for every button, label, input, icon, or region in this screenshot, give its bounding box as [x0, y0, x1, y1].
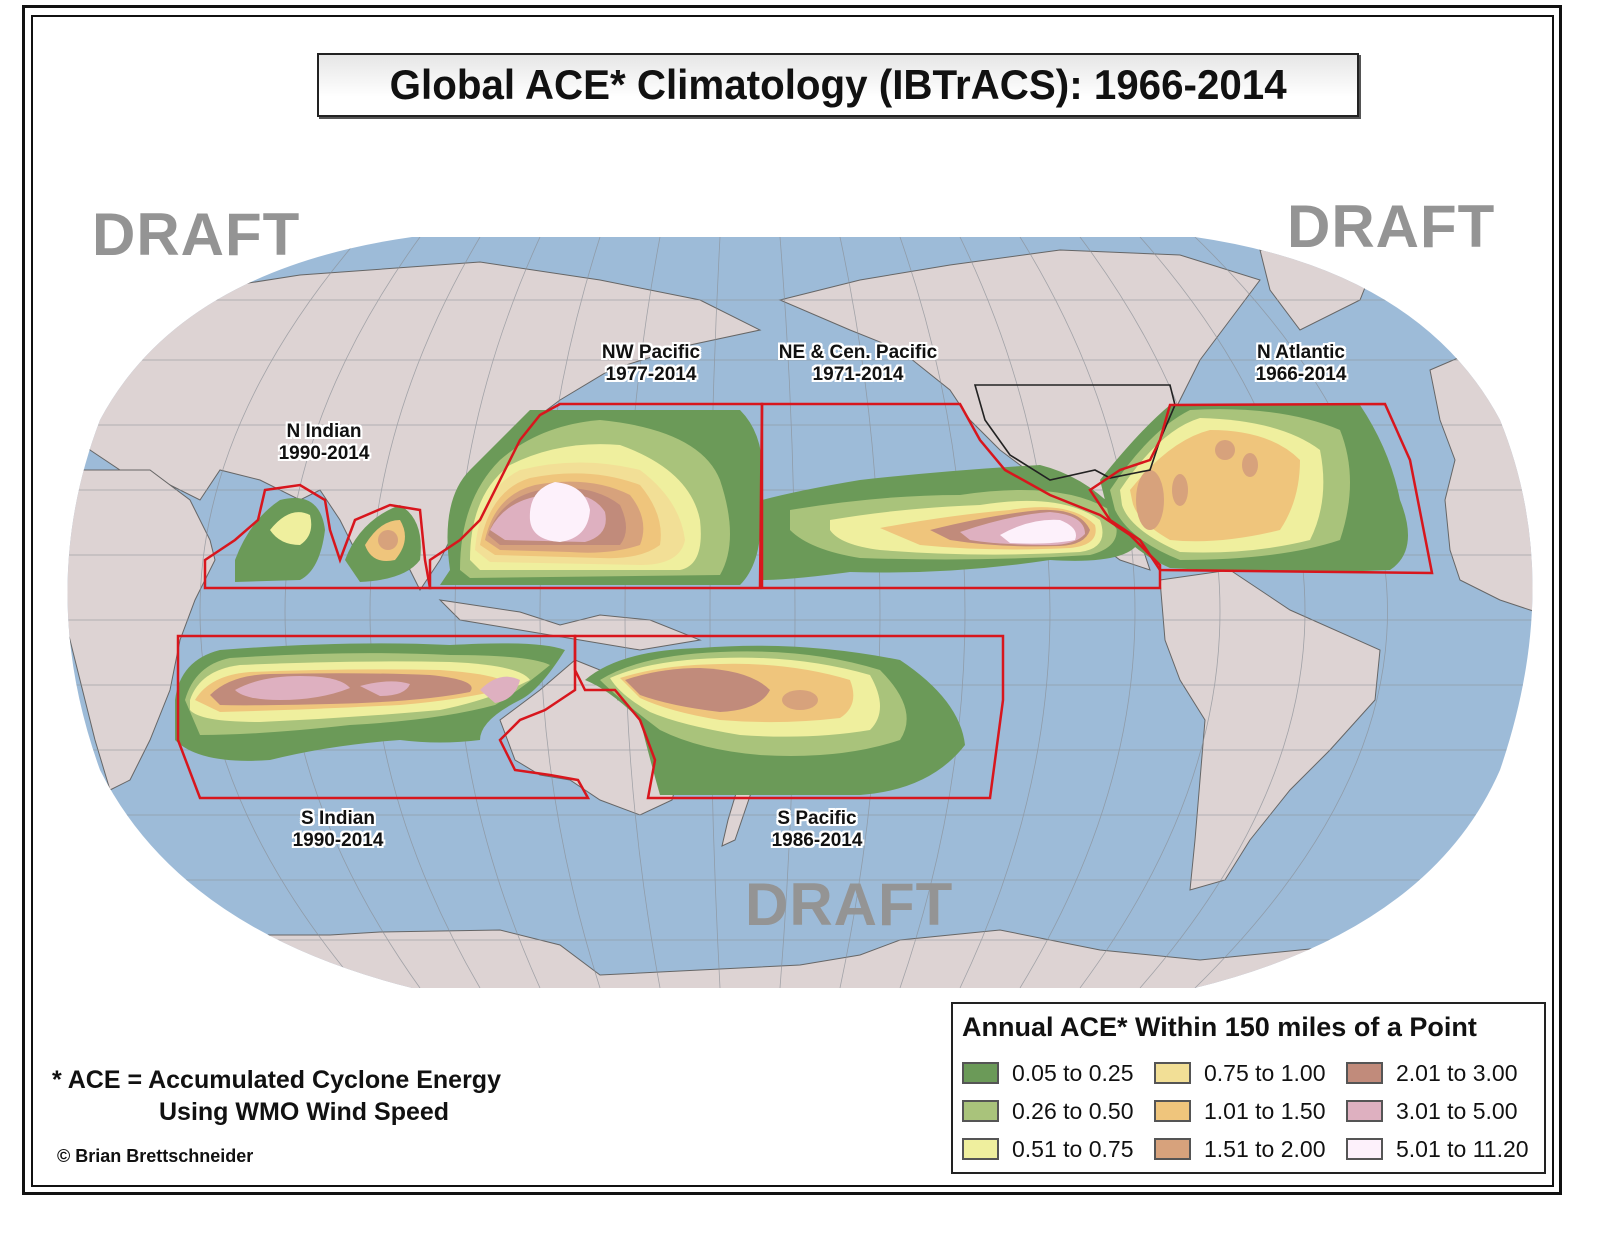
heat-n-atlantic	[1100, 405, 1408, 573]
legend-swatch	[962, 1062, 999, 1084]
legend-swatch	[1154, 1138, 1191, 1160]
region-years: 1966-2014	[1255, 364, 1347, 385]
region-label-ne-pacific: NE & Cen. Pacific 1971-2014	[779, 342, 937, 386]
legend: Annual ACE* Within 150 miles of a Point …	[951, 1002, 1546, 1174]
legend-item: 1.51 to 2.00	[1154, 1136, 1346, 1162]
region-name: S Indian	[301, 808, 375, 829]
legend-swatch	[1346, 1062, 1383, 1084]
region-label-s-indian: S Indian 1990-2014	[293, 808, 384, 852]
region-years: 1986-2014	[771, 830, 863, 851]
legend-swatch	[1346, 1138, 1383, 1160]
legend-swatch	[1346, 1100, 1383, 1122]
legend-swatch	[1154, 1100, 1191, 1122]
title-box: Global ACE* Climatology (IBTrACS): 1966-…	[317, 53, 1359, 117]
legend-item: 3.01 to 5.00	[1346, 1098, 1546, 1124]
region-label-n-atlantic: N Atlantic 1966-2014	[1256, 342, 1347, 386]
region-years: 1971-2014	[812, 364, 904, 385]
legend-label: 2.01 to 3.00	[1396, 1059, 1518, 1086]
map-title: Global ACE* Climatology (IBTrACS): 1966-…	[389, 61, 1287, 108]
legend-swatch	[962, 1138, 999, 1160]
heat-s-pacific	[585, 645, 965, 795]
region-label-nw-pacific: NW Pacific 1977-2014	[602, 342, 700, 386]
heat-nw-pacific	[440, 410, 763, 585]
legend-label: 5.01 to 11.20	[1396, 1135, 1529, 1162]
region-name: NE & Cen. Pacific	[778, 342, 938, 363]
legend-item: 0.75 to 1.00	[1154, 1060, 1346, 1086]
region-years: 1990-2014	[292, 830, 384, 851]
land-indonesia	[438, 599, 702, 651]
legend-item: 0.05 to 0.25	[962, 1060, 1154, 1086]
outline-ne-pacific	[760, 402, 1162, 590]
legend-label: 0.05 to 0.25	[1012, 1059, 1134, 1086]
legend-item: 5.01 to 11.20	[1346, 1136, 1546, 1162]
region-years: 1990-2014	[278, 443, 370, 464]
footnote-line-2: Using WMO Wind Speed	[159, 1098, 450, 1126]
outline-s-indian	[176, 634, 591, 800]
outline-s-pacific	[573, 634, 1005, 800]
draft-watermark-bottom: DRAFT	[745, 871, 954, 938]
legend-label: 1.51 to 2.00	[1204, 1135, 1326, 1162]
legend-grid: 0.05 to 0.25 0.26 to 0.50 0.51 to 0.75 0…	[962, 1060, 1546, 1162]
outer-frame	[22, 5, 1562, 1195]
footnote-line-1: * ACE = Accumulated Cyclone Energy	[52, 1066, 501, 1094]
basin-outlines	[176, 402, 1434, 800]
legend-item: 2.01 to 3.00	[1346, 1060, 1546, 1086]
legend-swatch	[1154, 1062, 1191, 1084]
legend-title: Annual ACE* Within 150 miles of a Point	[962, 1012, 1477, 1042]
region-name: S Pacific	[777, 808, 857, 829]
region-label-s-pacific: S Pacific 1986-2014	[772, 808, 863, 852]
heat-n-indian	[235, 498, 421, 582]
legend-swatch	[962, 1100, 999, 1122]
region-years: 1977-2014	[605, 364, 697, 385]
region-name: NW Pacific	[601, 342, 701, 363]
inner-frame	[31, 15, 1554, 1187]
region-name: N Indian	[286, 421, 362, 442]
legend-label: 0.75 to 1.00	[1204, 1059, 1326, 1086]
legend-label: 0.26 to 0.50	[1012, 1097, 1134, 1124]
outline-n-indian	[203, 483, 432, 590]
heat-ne-pacific	[762, 465, 1140, 580]
copyright-credit: © Brian Brettschneider	[57, 1146, 254, 1166]
draft-watermark-top-left: DRAFT	[92, 201, 301, 268]
legend-item: 0.51 to 0.75	[962, 1136, 1154, 1162]
draft-watermark-top-right: DRAFT	[1287, 193, 1496, 260]
region-name: N Atlantic	[1257, 342, 1345, 363]
legend-item: 0.26 to 0.50	[962, 1098, 1154, 1124]
legend-label: 3.01 to 5.00	[1396, 1097, 1518, 1124]
graticule	[67, 237, 1533, 988]
region-label-n-indian: N Indian 1990-2014	[279, 421, 370, 465]
outline-n-atlantic	[1088, 402, 1434, 575]
land-africa	[67, 469, 216, 791]
legend-item: 1.01 to 1.50	[1154, 1098, 1346, 1124]
legend-label: 0.51 to 0.75	[1012, 1135, 1134, 1162]
land-south-america	[1159, 569, 1381, 891]
legend-label: 1.01 to 1.50	[1204, 1097, 1326, 1124]
heat-s-indian	[175, 643, 565, 761]
ace-footnote: * ACE = Accumulated Cyclone Energy Using…	[52, 1064, 501, 1128]
